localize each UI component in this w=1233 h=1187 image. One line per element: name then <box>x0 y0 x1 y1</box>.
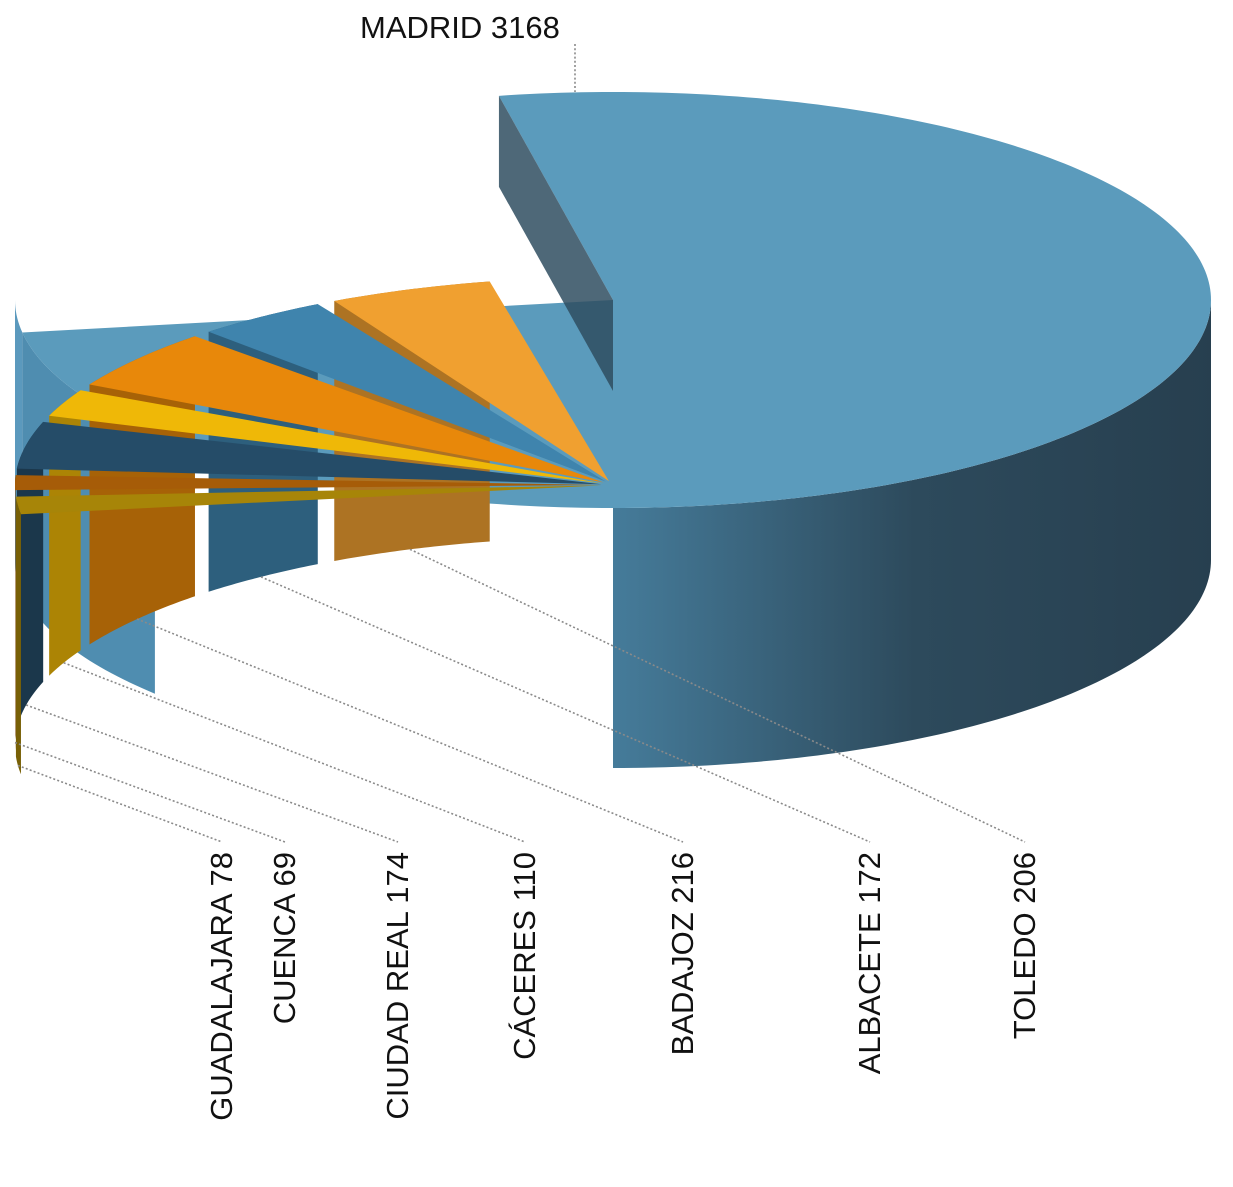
leader-line-c-ceres <box>63 662 526 843</box>
slice-madrid-cut-face <box>498 95 613 391</box>
data-label-badajoz: BADAJOZ 216 <box>665 852 700 1055</box>
madrid-slice-wall-right <box>613 300 1211 768</box>
data-label-c-ceres: CÁCERES 110 <box>507 852 542 1060</box>
data-label-ciudad-real: CIUDAD REAL 174 <box>380 852 415 1120</box>
slice-cuenca-top <box>15 475 602 491</box>
leader-line-ciudad-real <box>25 704 399 843</box>
slice-toledo-top <box>334 281 609 482</box>
slice-c-ceres-top <box>49 390 603 484</box>
leader-line-guadalajara <box>17 764 223 843</box>
data-label-toledo: TOLEDO 206 <box>1007 852 1042 1039</box>
data-label-madrid: MADRID 3168 <box>360 10 560 45</box>
leader-line-albacete <box>260 576 871 843</box>
leader-line-cuenca <box>14 741 286 843</box>
slice-badajoz-top <box>89 336 604 483</box>
leader-lines-group <box>14 44 1026 843</box>
data-labels-group: MADRID 3168 GUADALAJARA 78 CUENCA 69 CIUDAD… <box>204 10 1042 1121</box>
leader-line-badajoz <box>136 618 684 843</box>
data-label-albacete: ALBACETE 172 <box>852 852 887 1074</box>
slice-guadalajara-wall <box>15 496 21 775</box>
data-label-guadalajara: GUADALAJARA 78 <box>204 852 239 1121</box>
data-label-cuenca: CUENCA 69 <box>267 852 302 1024</box>
slice-tops-group <box>15 281 609 515</box>
slice-cuenca-wall <box>15 475 16 751</box>
slice-guadalajara-top <box>15 485 602 515</box>
slice-albacete-top <box>208 304 606 482</box>
slice-ciudad-real-top <box>16 421 602 485</box>
leader-line-toledo <box>409 548 1026 843</box>
